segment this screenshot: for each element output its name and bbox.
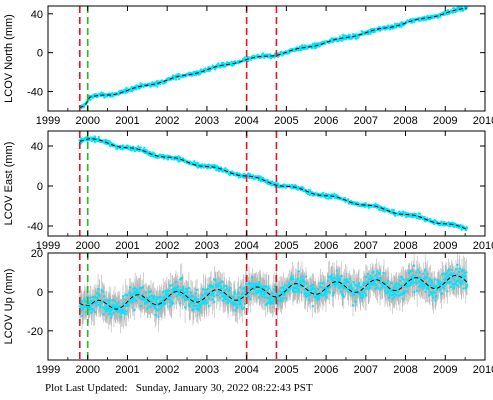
north-x-tick-label: 2004 [234,115,258,127]
east-observation-point [343,197,347,200]
north-x-tick-label: 2002 [155,115,179,127]
east-observation-point [325,197,328,200]
north-x-tick-label: 2000 [75,115,99,127]
north-observation-point [300,48,303,52]
north-x-tick-label: 2003 [195,115,219,127]
east-observation-point [347,198,350,201]
north-observation-point [453,7,456,10]
north-x-tick-label: 2009 [433,115,457,127]
north-observations [78,6,469,109]
north-observation-point [331,40,334,44]
east-x-tick-label: 2004 [234,240,258,252]
east-observation-point [97,135,100,139]
north-y-tick-label: 0 [37,48,43,60]
east-x-tick-label: 2001 [115,240,139,252]
east-x-tick-label: 2003 [195,240,219,252]
north-observation-point [439,15,442,18]
east-observation-point [273,181,277,185]
east-trend-line [79,138,467,230]
north-plot-area [78,6,469,111]
east-observation-point [93,135,97,138]
east-plot-area [78,131,469,236]
east-observation-point [261,176,264,179]
east-observation-point [193,160,196,163]
east-observation-point [137,145,140,148]
east-y-axis-label: LCOV East (mm) [3,142,15,226]
north-y-tick-label: 40 [31,9,43,21]
north-observation-point [425,18,428,22]
east-y-tick-label: -40 [27,221,43,233]
north-x-tick-label: 2010 [473,115,493,127]
east-observation-point [94,141,97,144]
north-observation-point [125,87,128,90]
east-observation-point [166,158,170,161]
east-y-tick-label: 40 [31,141,43,153]
east-observation-point [143,146,146,150]
east-observation-point [196,166,200,169]
east-x-tick-label: 2006 [314,240,338,252]
east-observation-point [243,173,246,176]
east-observation-point [146,149,149,153]
east-observation-point [248,176,251,180]
north-observation-point [208,69,211,72]
east-observation-point [219,166,223,169]
east-observation-point [322,191,325,195]
north-observation-point [103,96,106,99]
east-x-tick-label: 2005 [274,240,298,252]
east-x-tick-label: 2009 [433,240,457,252]
north-x-tick-label: 2007 [354,115,378,127]
east-x-tick-label: 2007 [354,240,378,252]
east-x-tick-label: 2010 [473,240,493,252]
north-x-tick-label: 2005 [274,115,298,127]
east-y-tick-label: 0 [37,181,43,193]
north-x-tick-label: 2006 [314,115,338,127]
east-observations [78,135,469,232]
north-x-tick-label: 1999 [36,115,60,127]
east-observation-point [374,202,377,206]
north-trend-line [79,7,467,109]
north-observation-point [400,25,403,28]
north-observation-point [135,88,138,91]
east-observation-point [175,155,179,159]
east-observation-point [398,210,401,213]
east-observation-point [465,226,469,230]
north-panel: 1999 2000 2001 2002 2003 2004 2005 2006 2007 2008… [3,5,493,127]
east-x-tick-label: 1999 [36,240,60,252]
east-observation-point [423,215,426,219]
north-observation-point [456,9,459,13]
up-panel: 1999 2000 2001 2002 2003 2004 2005 2006 2007 2008… [3,248,493,376]
north-observation-point [373,30,377,34]
north-observation-point [89,98,92,102]
east-observation-point [224,167,227,170]
east-observation-point [266,179,270,183]
north-observation-point [174,78,178,81]
north-x-tick-label: 2008 [393,115,417,127]
east-x-tick-label: 2002 [155,240,179,252]
east-x-tick-label: 2008 [393,240,417,252]
north-observation-point [338,35,342,38]
north-x-tick-label: 2001 [115,115,139,127]
east-observation-point [392,209,395,212]
east-observation-point [162,153,165,157]
north-observation-point [156,85,159,88]
north-observation-point [460,6,463,9]
east-x-tick-label: 2000 [75,240,99,252]
north-y-tick-label: -40 [27,87,43,99]
north-y-axis-label: LCOV North (mm) [3,14,15,103]
north-observation-point [177,77,181,81]
up-plot-area [78,253,469,360]
east-observation-point [139,146,142,149]
east-observation-point [418,212,421,215]
east-panel: 1999 2000 2001 2002 2003 2004 2005 2006 2007 2008… [3,130,493,252]
east-observation-point [153,153,157,156]
east-observation-point [402,210,405,213]
